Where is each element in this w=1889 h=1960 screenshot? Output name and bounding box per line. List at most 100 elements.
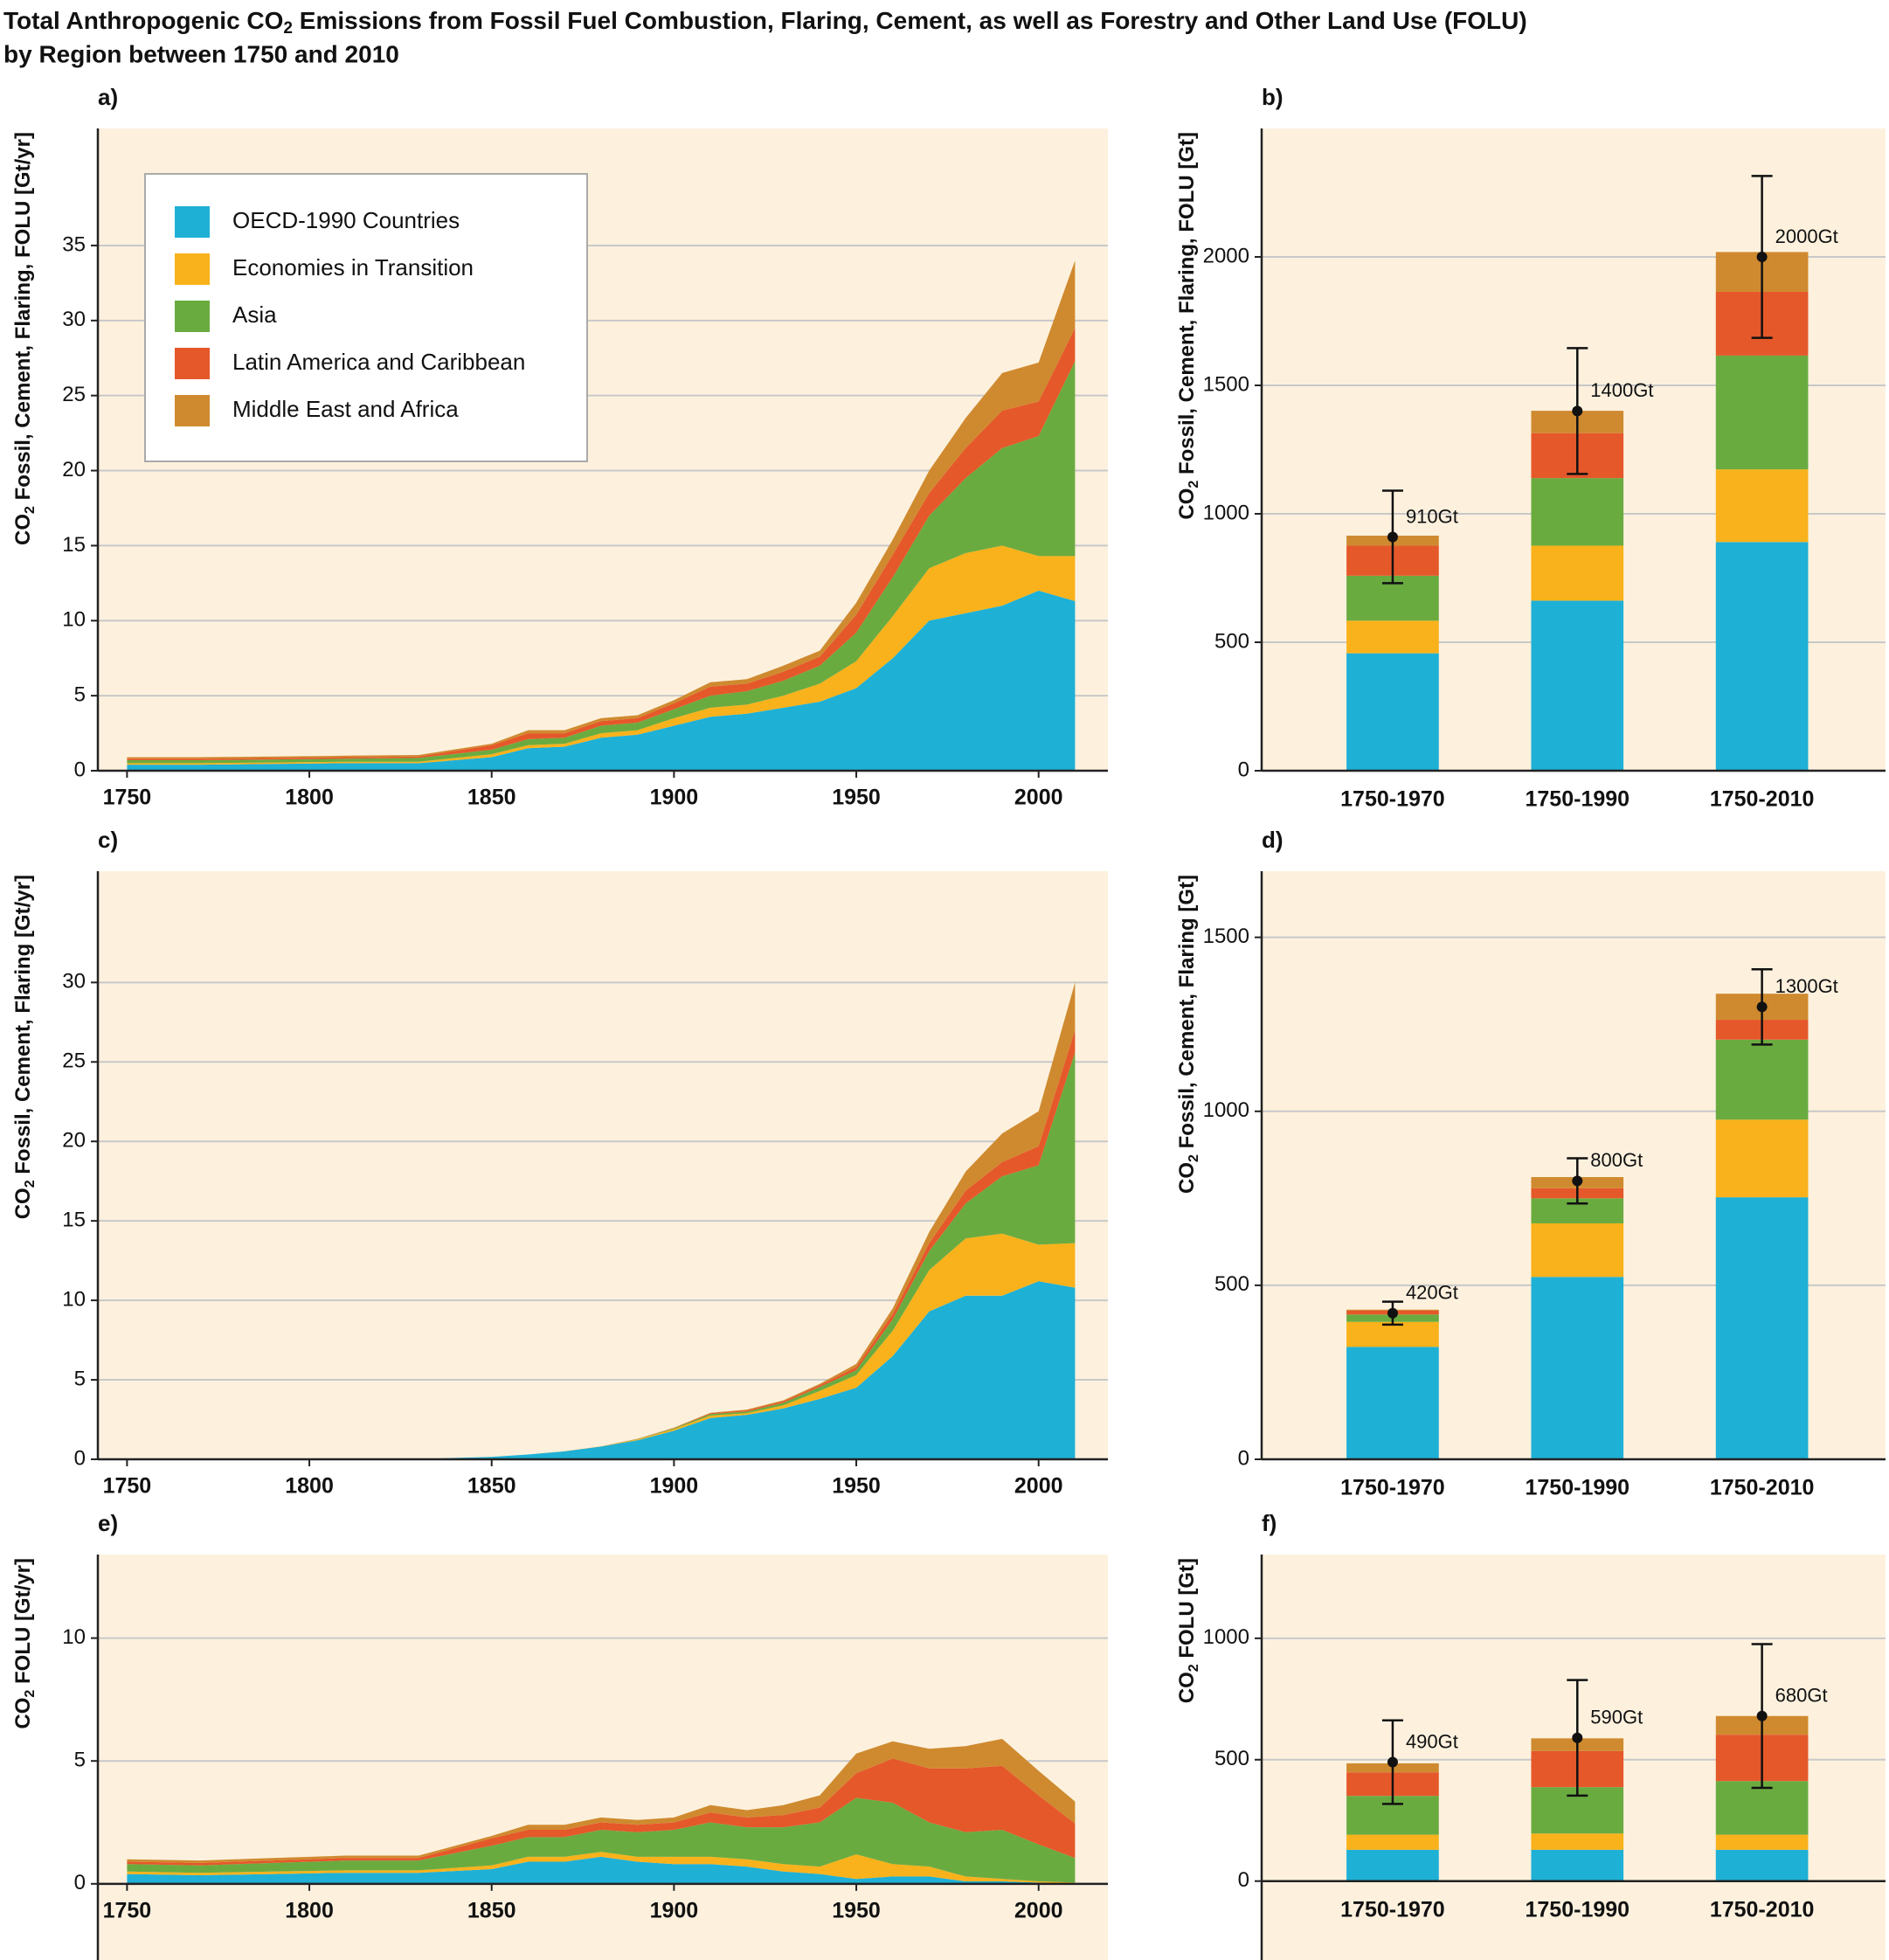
y-axis-label-part: 2: [23, 506, 38, 514]
y-tick-label: 0: [1238, 1446, 1249, 1470]
total-label: 910Gt: [1406, 505, 1458, 527]
bar-segment: [1531, 600, 1624, 771]
bar-segment: [1531, 1223, 1624, 1278]
stacked-area: [127, 1281, 1076, 1459]
stacked-area: [127, 361, 1076, 764]
total-dot: [1756, 1001, 1768, 1013]
bar-segment: [1715, 355, 1809, 470]
y-axis-label-part: 2: [1187, 481, 1201, 488]
total-dot: [1756, 1710, 1768, 1721]
panel-label: e): [98, 1510, 118, 1536]
stacked-area: [127, 1852, 1076, 1884]
title-part: Total Anthropogenic CO: [3, 7, 283, 34]
panel-label: d): [1262, 827, 1284, 853]
y-tick-label: 1000: [1203, 1098, 1249, 1122]
x-tick-label: 1800: [285, 786, 334, 810]
y-axis-label-part: Fossil, Cement, Flaring [Gt/yr]: [11, 875, 35, 1180]
stacked-area: [127, 1233, 1076, 1459]
bar-segment: [1531, 1849, 1624, 1881]
y-axis-label-part: Fossil, Cement, Flaring, FOLU [Gt/yr]: [11, 132, 35, 506]
y-axis-label-part: 2: [23, 1180, 38, 1188]
x-tick-label: 1750-1970: [1340, 787, 1445, 812]
bar-segment: [1346, 1849, 1439, 1881]
y-axis-label-part: Fossil, Cement, Flaring [Gt]: [1175, 875, 1199, 1154]
y-tick-label: 20: [62, 1129, 86, 1153]
total-dot: [1572, 405, 1583, 417]
bar-segment: [1531, 478, 1624, 546]
x-tick-label: 1750-2010: [1710, 787, 1815, 812]
y-tick-label: 10: [62, 1287, 86, 1311]
y-tick-label: 25: [62, 1049, 86, 1073]
bar-segment: [1346, 620, 1439, 654]
panel-label: c): [98, 827, 118, 853]
y-tick-label: 35: [62, 232, 86, 256]
bar-segment: [1346, 653, 1439, 771]
bar-segment: [1715, 1039, 1809, 1120]
legend-label: OECD-1990 Countries: [232, 207, 460, 233]
bar-segment: [1715, 542, 1809, 771]
title-subscript: 2: [283, 19, 293, 38]
y-tick-label: 500: [1214, 1747, 1249, 1770]
y-tick-label: 0: [74, 1446, 86, 1470]
x-tick-label: 1950: [832, 1898, 881, 1922]
legend-swatch: [175, 395, 210, 426]
y-tick-label: 0: [1238, 1868, 1249, 1892]
y-axis-label: CO2 Fossil, Cement, Flaring, FOLU [Gt]: [1175, 132, 1201, 520]
bar-segment: [1346, 1321, 1439, 1347]
x-tick-label: 1750: [103, 1898, 152, 1922]
y-axis-label: CO2 Fossil, Cement, Flaring [Gt/yr]: [11, 875, 38, 1219]
stacked-area: [127, 545, 1076, 765]
panel-label: a): [98, 84, 118, 110]
y-axis-label: CO2 FOLU [Gt]: [1175, 1558, 1201, 1703]
bar-segment: [1715, 1781, 1809, 1835]
total-label: 2000Gt: [1775, 225, 1838, 247]
x-tick-label: 1800: [285, 1474, 334, 1499]
x-tick-label: 2000: [1014, 786, 1063, 810]
total-dot: [1572, 1732, 1583, 1743]
stacked-area: [127, 1797, 1076, 1883]
bar-segment: [1715, 1197, 1809, 1459]
x-tick-label: 1750-1990: [1526, 787, 1630, 812]
legend-label: Middle East and Africa: [232, 396, 459, 422]
y-axis-label-part: CO: [1175, 1672, 1199, 1703]
figure-title: Total Anthropogenic CO2 Emissions from F…: [3, 7, 1527, 38]
y-axis-label-part: FOLU [Gt]: [1175, 1558, 1199, 1664]
stacked-area: [127, 1856, 1076, 1884]
y-axis-label-part: CO: [11, 1188, 35, 1219]
total-dot: [1387, 1756, 1398, 1768]
y-tick-label: 1500: [1203, 372, 1249, 396]
x-tick-label: 1750: [103, 1474, 152, 1499]
y-axis-label-part: 2: [23, 1690, 38, 1698]
y-axis-label: CO2 FOLU [Gt/yr]: [11, 1558, 38, 1729]
total-label: 490Gt: [1406, 1730, 1458, 1752]
y-tick-label: 10: [62, 1625, 86, 1649]
panel-label: b): [1262, 84, 1284, 110]
x-tick-label: 1750: [103, 786, 152, 810]
x-tick-label: 1750-2010: [1710, 1897, 1815, 1922]
y-tick-label: 25: [62, 383, 86, 406]
bar-segment: [1715, 1849, 1809, 1881]
x-tick-label: 1950: [832, 1474, 881, 1499]
y-axis-label: CO2 Fossil, Cement, Flaring, FOLU [Gt/yr…: [11, 132, 38, 545]
y-tick-label: 5: [74, 1367, 86, 1390]
y-tick-label: 1500: [1203, 925, 1249, 948]
total-label: 420Gt: [1406, 1282, 1458, 1304]
x-tick-label: 1900: [650, 786, 699, 810]
stacked-area: [127, 1738, 1076, 1863]
y-axis-label-part: CO: [11, 514, 35, 545]
total-label: 680Gt: [1775, 1685, 1828, 1707]
y-tick-label: 15: [62, 533, 86, 557]
stacked-area: [127, 1758, 1076, 1866]
legend-swatch: [175, 301, 210, 332]
title-part: Emissions from Fossil Fuel Combustion, F…: [293, 7, 1527, 34]
total-label: 800Gt: [1590, 1149, 1643, 1171]
y-tick-label: 10: [62, 608, 86, 632]
legend-swatch: [175, 206, 210, 238]
x-tick-label: 1850: [467, 1474, 516, 1499]
legend-swatch: [175, 348, 210, 379]
bar-segment: [1531, 545, 1624, 601]
figure-title: by Region between 1750 and 2010: [3, 40, 399, 67]
y-tick-label: 2000: [1203, 244, 1249, 267]
total-label: 590Gt: [1590, 1707, 1643, 1728]
y-tick-label: 0: [74, 1871, 86, 1894]
